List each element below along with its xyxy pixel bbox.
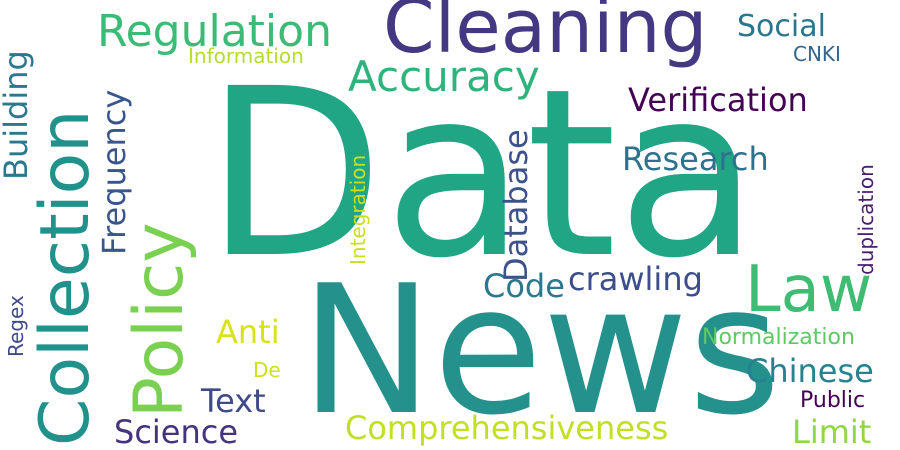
word-data: Data xyxy=(205,39,759,309)
word-science: Science xyxy=(114,413,239,450)
word-chinese: Chinese xyxy=(746,352,874,390)
word-social: Social xyxy=(737,9,826,44)
word-cnki: CNKI xyxy=(793,42,841,66)
word-limit: Limit xyxy=(792,413,872,450)
word-policy: Policy xyxy=(120,222,199,418)
word-regex: Regex xyxy=(4,295,28,357)
word-code: Code xyxy=(483,267,565,305)
word-building: Building xyxy=(0,50,35,180)
word-comprehensiveness: Comprehensiveness xyxy=(345,409,669,447)
word-accuracy: Accuracy xyxy=(348,52,540,101)
word-crawling: crawling xyxy=(568,260,703,298)
word-verification: Verification xyxy=(628,81,808,119)
word-integration: Integration xyxy=(346,154,370,265)
word-text: Text xyxy=(201,382,266,420)
word-regulation: Regulation xyxy=(97,6,332,57)
word-normalization: Normalization xyxy=(702,325,855,350)
word-law: Law xyxy=(745,253,873,327)
word-de: De xyxy=(253,358,281,382)
word-database: Database xyxy=(497,129,535,282)
word-news: News xyxy=(300,247,781,450)
word-cleaning: Cleaning xyxy=(383,0,708,70)
word-collection: Collection xyxy=(26,109,105,446)
word-research: Research xyxy=(622,140,769,178)
word-public: Public xyxy=(800,388,866,413)
word-frequency: Frequency xyxy=(95,89,133,255)
word-information: Information xyxy=(188,44,304,68)
word-duplication: duplication xyxy=(854,164,878,275)
word-anti: Anti xyxy=(216,313,280,351)
